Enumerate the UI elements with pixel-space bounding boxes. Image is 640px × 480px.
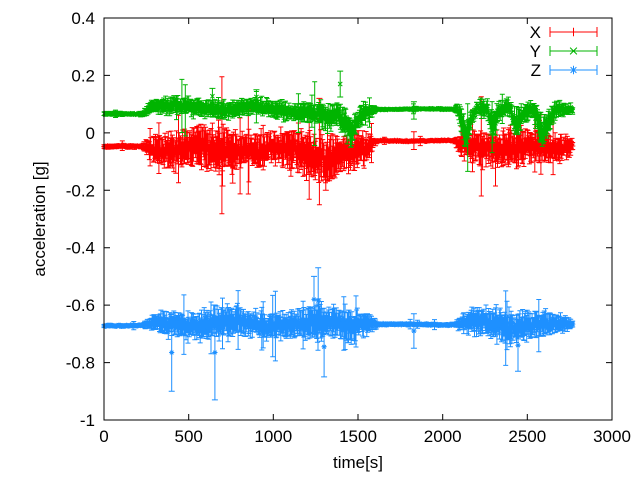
y-tick-label: 0 — [86, 124, 95, 143]
legend: XYZ — [530, 23, 598, 80]
legend-entry-Z: Z — [531, 61, 598, 80]
axis-ticks — [103, 17, 613, 421]
legend-sample-X — [549, 27, 598, 37]
axis-tick-labels: 0 500 1000 1500 2000 2500 3000 -1 -0.8 -0.6 -0.4 -0… — [66, 9, 631, 446]
x-tick-label: 3000 — [593, 427, 631, 446]
series-Z — [101, 267, 576, 401]
x-tick-label: 1500 — [339, 427, 377, 446]
y-tick-label: -0.8 — [66, 354, 95, 373]
x-tick-label: 500 — [175, 427, 203, 446]
legend-entry-Y: Y — [530, 42, 598, 61]
x-tick-label: 2000 — [424, 427, 462, 446]
legend-entry-X: X — [530, 23, 598, 42]
legend-label-Z: Z — [531, 61, 541, 80]
x-axis-label: time[s] — [333, 453, 383, 472]
x-tick-label: 0 — [99, 427, 108, 446]
y-tick-label: -0.2 — [66, 181, 95, 200]
legend-label-X: X — [530, 23, 541, 42]
legend-label-Y: Y — [530, 42, 541, 61]
tick-marks — [103, 17, 613, 421]
y-tick-label: 0.4 — [71, 9, 95, 28]
x-tick-label: 1000 — [254, 427, 292, 446]
y-tick-label: -1 — [80, 411, 95, 430]
legend-sample-Y — [549, 46, 598, 56]
series-layer — [101, 70, 576, 401]
legend-sample-Z — [549, 65, 598, 75]
x-tick-label: 2500 — [508, 427, 546, 446]
y-tick-label: 0.2 — [71, 66, 95, 85]
y-tick-label: -0.4 — [66, 239, 95, 258]
y-tick-label: -0.6 — [66, 296, 95, 315]
y-axis-label: acceleration [g] — [30, 161, 49, 276]
